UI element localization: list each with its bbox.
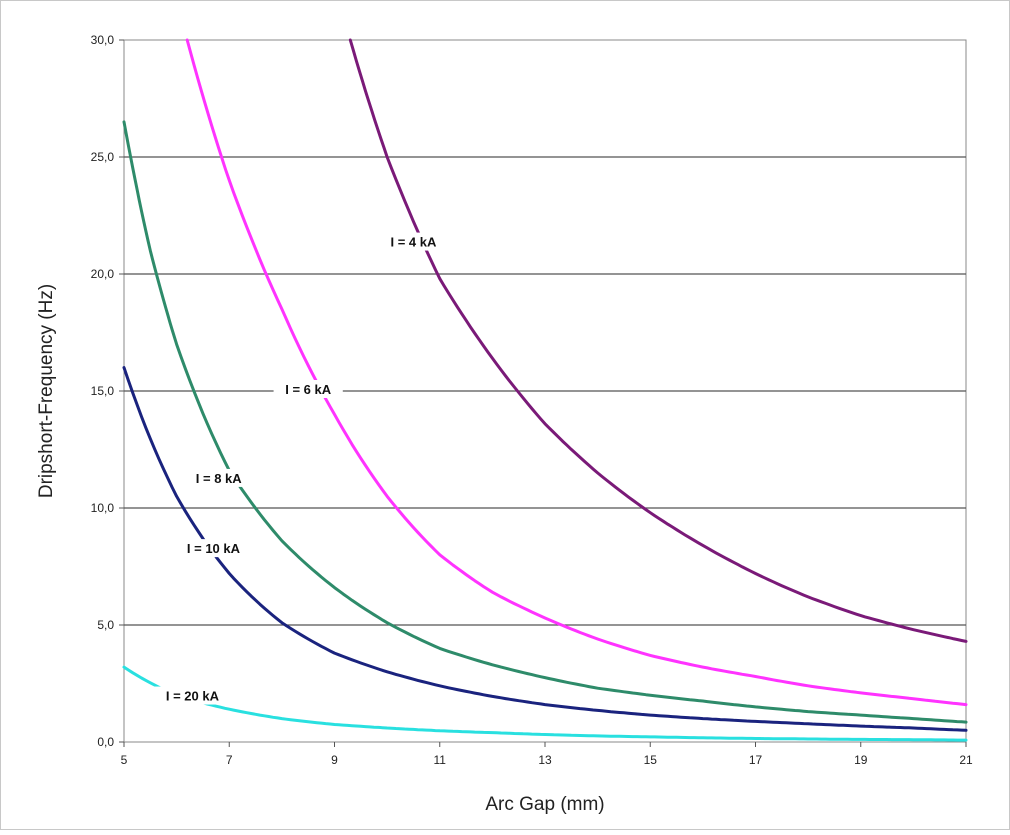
y-tick-label: 0,0 — [97, 735, 114, 749]
x-tick-label: 7 — [226, 753, 233, 767]
y-tick-label: 15,0 — [91, 384, 115, 398]
y-tick-label: 10,0 — [91, 501, 115, 515]
series-label-1: I = 6 kA — [273, 380, 343, 398]
series-line-2 — [122, 120, 968, 724]
label-text: I = 4 kA — [390, 235, 436, 250]
series-line-1 — [185, 38, 968, 707]
label-background — [273, 380, 343, 398]
series-label-0: I = 4 kA — [378, 232, 449, 251]
x-axis-ticks: 5 7 9 11 13 15 17 19 21 — [121, 742, 973, 767]
x-tick-label: 19 — [854, 753, 868, 767]
series-label-2: I = 8 kA — [184, 468, 254, 487]
x-tick-label: 13 — [538, 753, 552, 767]
label-text: I = 20 kA — [166, 689, 220, 704]
y-axis-title: Dripshort-Frequency (Hz) — [36, 284, 57, 498]
label-background — [378, 232, 449, 251]
x-axis-title: Arc Gap (mm) — [485, 794, 604, 815]
y-tick-label: 20,0 — [91, 267, 115, 281]
y-tick-label: 5,0 — [97, 618, 114, 632]
y-tick-label: 25,0 — [91, 150, 115, 164]
x-tick-label: 5 — [121, 753, 128, 767]
series-line-4 — [122, 665, 968, 742]
label-text: I = 6 kA — [285, 382, 331, 397]
label-text: I = 10 kA — [187, 541, 241, 556]
label-text: I = 8 kA — [196, 471, 242, 486]
series-line-0 — [348, 38, 968, 643]
x-tick-label: 9 — [331, 753, 338, 767]
series-label-4: I = 20 kA — [150, 686, 235, 705]
x-tick-label: 21 — [959, 753, 973, 767]
x-tick-label: 17 — [749, 753, 763, 767]
label-background — [171, 539, 256, 558]
y-tick-label: 30,0 — [91, 33, 115, 47]
label-background — [184, 468, 254, 487]
series-label-3: I = 10 kA — [171, 539, 256, 558]
series-annotations: I = 4 kA I = 6 kA I = 8 kA I = 10 kA I = 20 … — [150, 232, 449, 705]
grid-lines — [124, 156, 966, 626]
x-tick-label: 11 — [434, 753, 447, 767]
label-background — [150, 686, 235, 705]
series-line-3 — [122, 366, 968, 732]
series-lines — [122, 38, 968, 742]
x-tick-label: 15 — [644, 753, 658, 767]
y-axis-ticks: 0,0 5,0 10,0 15,0 20,0 25,0 30,0 — [91, 33, 124, 749]
